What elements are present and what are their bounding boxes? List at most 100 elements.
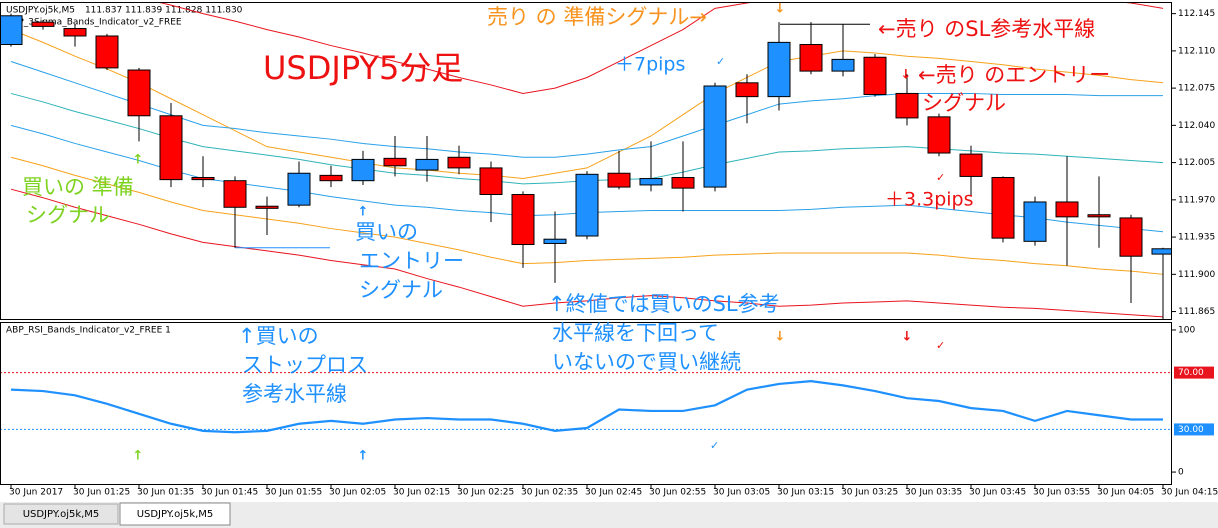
candle-body (319, 174, 343, 182)
annotation: エントリー (359, 249, 464, 273)
annotation: ↑終値では買いのSL参考 (548, 292, 780, 316)
candle-body (895, 92, 919, 119)
annotation: 買いの (355, 220, 418, 244)
candle-body (1151, 248, 1171, 255)
level-label-box (1174, 366, 1214, 379)
candle-body (95, 35, 119, 69)
y-tick-label: 100 (1178, 325, 1195, 335)
candle-body (1055, 201, 1079, 218)
x-tick-label: 30 Jun 03:15 (777, 488, 834, 498)
candle-body (831, 58, 855, 72)
x-tick-label: 30 Jun 03:05 (713, 488, 770, 498)
annotation: 参考水平線 (242, 382, 347, 406)
candle-body (767, 41, 791, 98)
annotation: 水平線を下回って (552, 321, 719, 345)
candle-body (735, 82, 759, 98)
level-label: 30.00 (1178, 425, 1204, 435)
level-label: 70.00 (1178, 368, 1204, 378)
ohlc-text: 111.837 111.839 111.828 111.830 (85, 6, 243, 16)
annotation: USDJPY5分足 (263, 49, 463, 87)
candle-body (31, 21, 55, 27)
candle-body (959, 153, 983, 177)
rsi-panel (0, 322, 1172, 485)
arrow-down: ↓ (775, 2, 786, 17)
candle-body (479, 167, 503, 196)
candle-body (191, 176, 215, 181)
x-tick-label: 30 Jun 2017 (9, 488, 63, 498)
x-tick-label: 30 Jun 02:55 (649, 488, 706, 498)
y-tick-label: 112.145 (1178, 9, 1215, 19)
candle-body (127, 69, 151, 117)
tab[interactable] (3, 503, 119, 525)
annotation: 買いの 準備 (22, 175, 134, 199)
annotation: いないので買い継続 (552, 350, 741, 374)
check: ✓ (936, 171, 945, 184)
candle-body (575, 173, 599, 237)
rsi-plot (1, 372, 1171, 434)
y-tick-label: 111.935 (1178, 233, 1215, 243)
tab-label[interactable]: USDJPY.oj5k,M5 (137, 509, 214, 520)
annotation: ←売り のSL参考水平線 (878, 17, 1095, 41)
y-tick-label: 0 (1178, 468, 1184, 478)
x-tick-label: 30 Jun 02:15 (393, 488, 450, 498)
y-tick-label: 111.970 (1178, 195, 1215, 205)
band-line (10, 156, 1164, 275)
check: ✓ (716, 55, 725, 68)
signal-glyphs: ↓ ↓ ↑ ↑ ↓ ↓ ↑ ↑ ✓ ✓ ✓ ✓ (133, 2, 946, 464)
candle-body (1087, 214, 1111, 218)
arrow-up: ↑ (358, 449, 369, 464)
check: ✓ (936, 339, 945, 352)
candle-body (543, 238, 567, 244)
price-plot (1, 3, 1171, 319)
candle-body (703, 85, 727, 188)
tab-label[interactable]: USDJPY.oj5k,M5 (23, 509, 100, 520)
candle-body (63, 28, 87, 37)
candle-body (287, 172, 311, 206)
arrow-up: ↑ (358, 205, 369, 220)
candle-body (351, 158, 375, 182)
annotation: 売り の 準備シグナル→ (487, 5, 707, 29)
candle-body (863, 56, 887, 96)
candle-body (671, 176, 695, 189)
annotation: ＋7pips (615, 54, 685, 76)
x-tick-label: 30 Jun 01:45 (201, 488, 258, 498)
band-line (159, 3, 1164, 94)
y-tick-label: 112.005 (1178, 158, 1215, 168)
annotation: ←売り のエントリー (918, 63, 1110, 87)
x-tick-label: 30 Jun 03:35 (905, 488, 962, 498)
candle-body (255, 205, 279, 209)
price-panel (0, 2, 1172, 320)
arrow-down: ↓ (901, 68, 912, 83)
candle-body (639, 178, 663, 186)
annotation: ＋3.3pips (885, 189, 974, 211)
rsi-line (10, 380, 1163, 434)
y-tick-label: 112.075 (1178, 84, 1215, 94)
candle-body (1023, 201, 1047, 242)
band-line (10, 29, 1164, 180)
arrow-down: ↓ (775, 330, 786, 345)
candle-body (607, 172, 631, 188)
x-tick-label: 30 Jun 03:55 (1033, 488, 1090, 498)
candle-body (991, 176, 1015, 239)
candle-body (511, 194, 535, 246)
candle-body (1, 15, 23, 45)
band-line (10, 61, 1163, 158)
tab-active[interactable] (119, 502, 231, 526)
x-tick-label: 30 Jun 03:25 (841, 488, 898, 498)
rsi-title: ABP_RSI_Bands_Indicator_v2_FREE 1 (6, 326, 171, 336)
y-tick-label: 111.900 (1178, 270, 1215, 280)
plot: 112.145 112.110 112.075 112.040 112.005 111.9… (1, 3, 1218, 498)
candle-body (927, 116, 951, 154)
x-tick-label: 30 Jun 01:55 (265, 488, 322, 498)
candle-body (447, 156, 471, 169)
candle-body (159, 115, 183, 181)
annotation: ↑買いの (238, 324, 319, 348)
annotation: シグナル (26, 203, 110, 227)
arrow-up: ↑ (133, 153, 144, 168)
x-tick-label: 30 Jun 03:45 (969, 488, 1026, 498)
level-label-box (1174, 423, 1214, 436)
